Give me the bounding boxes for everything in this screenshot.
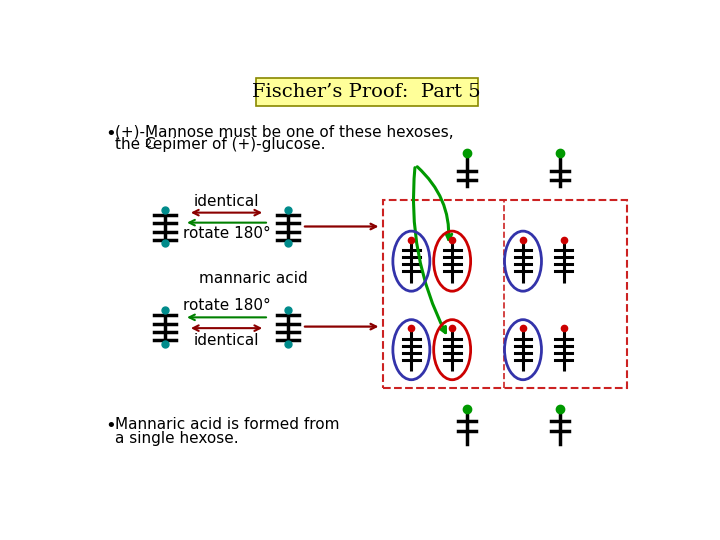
Text: (+)-Mannose must be one of these hexoses,: (+)-Mannose must be one of these hexoses… <box>115 125 454 140</box>
FancyBboxPatch shape <box>256 78 478 106</box>
Text: •: • <box>106 125 117 143</box>
Text: Mannaric acid is formed from: Mannaric acid is formed from <box>115 417 339 433</box>
Text: 2: 2 <box>144 139 151 150</box>
Text: the C: the C <box>115 137 156 152</box>
Text: epimer of (+)-glucose.: epimer of (+)-glucose. <box>148 137 325 152</box>
Text: rotate 180°: rotate 180° <box>183 226 271 241</box>
Text: •: • <box>106 417 117 435</box>
Text: identical: identical <box>194 333 259 348</box>
Text: a single hexose.: a single hexose. <box>115 430 238 445</box>
Text: Fischer’s Proof:  Part 5: Fischer’s Proof: Part 5 <box>253 83 481 101</box>
Bar <box>383 200 627 388</box>
Text: identical: identical <box>194 194 259 210</box>
Text: rotate 180°: rotate 180° <box>183 298 271 313</box>
Text: mannaric acid: mannaric acid <box>199 272 308 286</box>
